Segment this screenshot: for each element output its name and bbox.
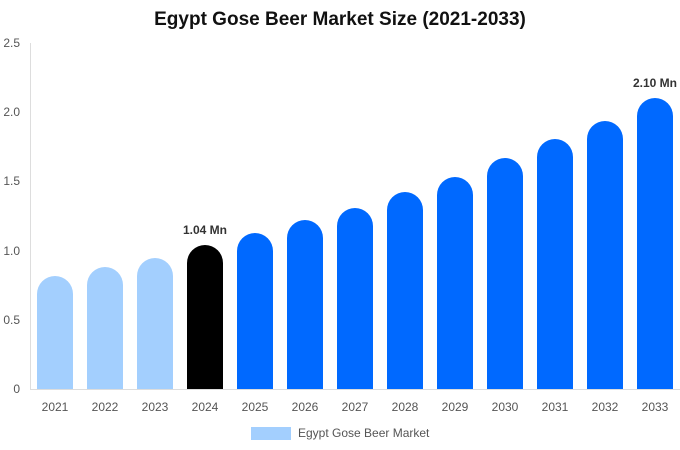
bar-2028[interactable] [387, 192, 423, 389]
x-tick-label: 2021 [41, 400, 69, 414]
bar-2021[interactable] [37, 275, 73, 389]
bar-2033[interactable] [637, 98, 673, 389]
data-label-2024: 1.04 Mn [182, 223, 227, 238]
bar-2030[interactable] [487, 157, 523, 389]
x-tick-label: 2022 [91, 400, 119, 414]
y-tick-label: 1.5 [3, 174, 20, 189]
bar-2023[interactable] [137, 257, 173, 389]
bar-2024[interactable] [187, 245, 223, 389]
x-tick-label: 2032 [591, 400, 619, 414]
x-tick-label: 2026 [291, 400, 319, 414]
bar-2032[interactable] [587, 120, 623, 389]
data-label-2033: 2.10 Mn [632, 76, 677, 91]
y-tick-label: 0.5 [3, 312, 20, 327]
y-tick-label: 1.0 [3, 243, 20, 258]
x-tick-label: 2031 [541, 400, 569, 414]
x-tick-label: 2024 [191, 400, 219, 414]
x-tick-label: 2029 [441, 400, 469, 414]
y-tick-label: 0 [13, 382, 20, 396]
y-tick-label: 2.5 [3, 36, 20, 50]
x-axis-line [30, 389, 680, 390]
x-tick-label: 2030 [491, 400, 519, 414]
x-tick-label: 2027 [341, 400, 369, 414]
x-tick-label: 2033 [641, 400, 669, 414]
x-tick-label: 2028 [391, 400, 419, 414]
y-tick-label: 2.0 [3, 105, 20, 120]
bar-2027[interactable] [337, 207, 373, 389]
legend-label: Egypt Gose Beer Market [298, 426, 430, 440]
legend[interactable]: Egypt Gose Beer Market [251, 426, 429, 440]
x-tick-label: 2023 [141, 400, 169, 414]
bar-2029[interactable] [437, 177, 473, 389]
chart-title: Egypt Gose Beer Market Size (2021-2033) [154, 9, 526, 30]
bar-2025[interactable] [237, 232, 273, 389]
y-axis-line [30, 43, 31, 390]
bar-2031[interactable] [537, 138, 573, 389]
legend-swatch [251, 426, 291, 440]
bar-2026[interactable] [287, 220, 323, 389]
bar-2022[interactable] [87, 267, 123, 389]
x-tick-label: 2025 [241, 400, 269, 414]
plot-area [30, 43, 680, 389]
